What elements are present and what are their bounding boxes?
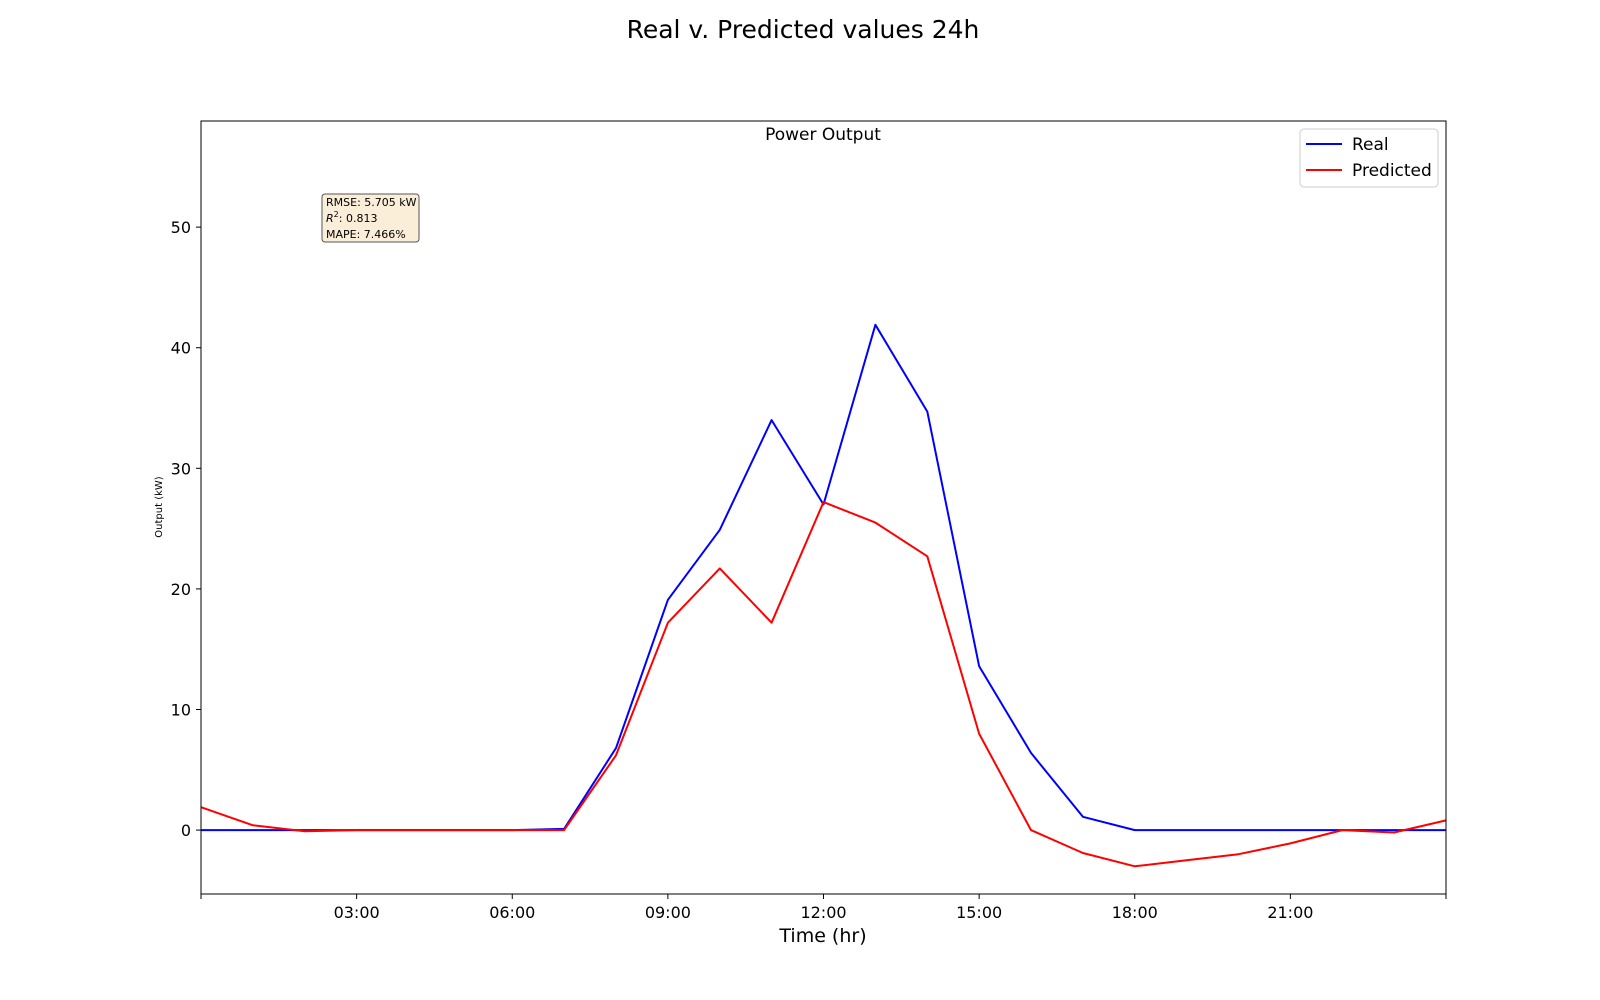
- x-tick-label: 03:00: [334, 903, 380, 922]
- stats-r2-superscript: 2: [334, 210, 339, 219]
- series-group: [200, 323, 1447, 868]
- y-tick-label: 0: [181, 821, 191, 840]
- y-tick-label: 20: [171, 580, 191, 599]
- x-tick-label: 06:00: [489, 903, 535, 922]
- x-tick-label: 12:00: [800, 903, 846, 922]
- legend-label-real: Real: [1352, 135, 1389, 155]
- axes-title: Power Output: [765, 125, 881, 145]
- x-axis-label: Time (hr): [778, 925, 866, 947]
- series-line-predicted: [200, 501, 1447, 868]
- legend-label-predicted: Predicted: [1352, 161, 1432, 181]
- x-axis-ticks: 03:00 06:00 09:00 12:00 15:00 18:00 21:00: [200, 894, 1447, 922]
- plot-area: [201, 121, 1446, 894]
- stats-mape: MAPE: 7.466%: [326, 228, 406, 241]
- stats-r2-value: : 0.813: [339, 212, 378, 225]
- stats-r2: R2: 0.813: [326, 210, 377, 225]
- stats-rmse: RMSE: 5.705 kW: [326, 196, 417, 209]
- y-tick-label: 40: [171, 339, 191, 358]
- x-tick-label: 09:00: [645, 903, 691, 922]
- stats-box: RMSE: 5.705 kW R2: 0.813 MAPE: 7.466%: [321, 193, 420, 243]
- legend: Real Predicted: [1299, 128, 1439, 188]
- y-tick-label: 10: [171, 700, 191, 719]
- y-axis-label: Output (kW): [154, 476, 165, 537]
- x-tick-label: 21:00: [1267, 903, 1313, 922]
- y-axis-ticks: 0 10 20 30 40 50: [171, 218, 201, 840]
- stats-r2-symbol: R: [326, 212, 334, 225]
- figure-suptitle: Real v. Predicted values 24h: [627, 15, 980, 44]
- y-tick-label: 50: [171, 218, 191, 237]
- y-tick-label: 30: [171, 459, 191, 478]
- x-tick-label: 18:00: [1112, 903, 1158, 922]
- stats-box-background: [321, 193, 420, 243]
- x-tick-label: 15:00: [956, 903, 1002, 922]
